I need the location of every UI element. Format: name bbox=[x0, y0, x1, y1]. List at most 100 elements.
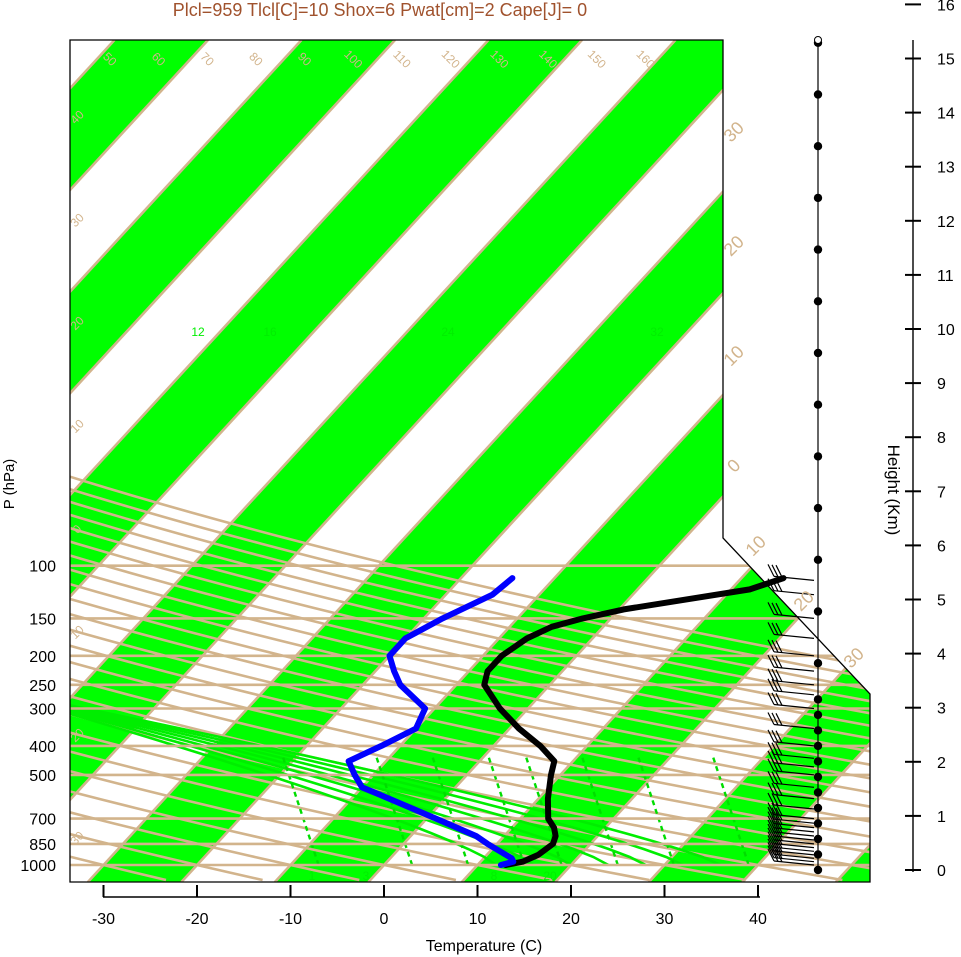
height-tick-label: 10 bbox=[937, 322, 955, 339]
wind-barb-tick bbox=[775, 793, 783, 807]
wind-barb-tick bbox=[775, 783, 783, 796]
height-dot-open bbox=[814, 36, 822, 44]
wind-barb-tick bbox=[771, 793, 779, 806]
height-tick-label: 1 bbox=[937, 809, 946, 826]
height-dot bbox=[813, 726, 823, 735]
wind-barb-tick bbox=[775, 807, 783, 821]
wind-barb-tick bbox=[775, 564, 783, 578]
moist-adiabat-line bbox=[70, 687, 610, 867]
height-tick-label: 16 bbox=[937, 0, 955, 14]
wind-barb bbox=[767, 819, 815, 837]
y-axis-title: P (hPa) bbox=[1, 459, 18, 510]
wind-barb-tick bbox=[767, 622, 775, 635]
wind-barb-tick bbox=[767, 654, 775, 668]
height-dot bbox=[813, 659, 823, 668]
chart-title: Plcl=959 Tlcl[C]=10 Shox=6 Pwat[cm]=2 Ca… bbox=[173, 0, 587, 20]
wind-barb-tick bbox=[771, 655, 779, 668]
wind-barb-tick bbox=[767, 678, 775, 692]
height-tick-label: 11 bbox=[937, 268, 954, 285]
height-tick-label: 15 bbox=[937, 52, 955, 69]
isotherm-line bbox=[70, 40, 209, 882]
wind-barb-tick bbox=[775, 622, 783, 636]
wind-barb-staff bbox=[773, 680, 815, 686]
wind-barb-staff bbox=[773, 804, 815, 810]
pressure-tick-label: 400 bbox=[29, 739, 56, 756]
mixing-ratio-line bbox=[636, 754, 675, 866]
wind-barb-tick bbox=[767, 758, 775, 772]
wind-barb-staff bbox=[773, 770, 815, 776]
dry-adiabat-label: 70 bbox=[198, 49, 218, 69]
height-dot bbox=[813, 503, 823, 513]
wind-barb-staff bbox=[773, 857, 815, 863]
height-dot bbox=[813, 90, 823, 99]
temperature-band bbox=[70, 40, 582, 882]
height-dot bbox=[813, 819, 823, 828]
pressure-tick-label: 500 bbox=[29, 768, 56, 785]
moist-adiabat-line bbox=[70, 687, 572, 867]
wind-barb-staff bbox=[773, 839, 815, 845]
wind-barb-staff bbox=[773, 782, 815, 788]
moist-adiabat-line bbox=[70, 687, 497, 867]
pressure-tick-label: 850 bbox=[29, 837, 56, 854]
wind-barb-tick bbox=[771, 807, 779, 820]
plot-area: 50 60 70 80 90 100 110 120 130 140 150 160403020100… bbox=[70, 40, 870, 883]
wind-barb-tick bbox=[775, 693, 783, 706]
wind-barb-staff bbox=[773, 831, 815, 837]
isotherm-line bbox=[70, 40, 490, 882]
dry-adiabat-label: 110 bbox=[390, 47, 414, 71]
wind-barb-staff bbox=[773, 814, 815, 820]
wind-barb bbox=[767, 806, 815, 824]
temperature-band bbox=[70, 40, 769, 882]
wind-barb bbox=[767, 771, 815, 788]
moist-adiabat-label: 16 bbox=[263, 325, 277, 339]
wind-barb-staff bbox=[773, 794, 815, 800]
mixing-ratio-lines bbox=[281, 754, 750, 866]
x-axis: -30 -20 -10 0 10 20 30 40 bbox=[92, 885, 767, 928]
height-tick-label: 5 bbox=[937, 593, 946, 610]
profile-layer bbox=[345, 575, 787, 868]
height-dot bbox=[813, 772, 823, 782]
mixing-ratio-line bbox=[430, 754, 470, 866]
dry-adiabat-line bbox=[70, 40, 870, 882]
wind-barb-tick bbox=[767, 712, 775, 725]
height-dot bbox=[813, 803, 823, 813]
wind-barb-tick bbox=[775, 579, 783, 592]
wind-barb-staff bbox=[773, 762, 815, 768]
wind-barb-tick bbox=[771, 564, 779, 578]
wind-barb bbox=[767, 742, 815, 759]
wind-barb-staff bbox=[773, 613, 815, 619]
moist-adiabat-line bbox=[70, 687, 722, 867]
height-dot bbox=[813, 193, 823, 203]
wind-barb-tick bbox=[775, 730, 783, 743]
x-tick-label: -30 bbox=[92, 911, 115, 928]
wind-barb-tick bbox=[767, 564, 775, 577]
x-tick-label: -20 bbox=[185, 911, 208, 928]
dewpoint-profile bbox=[345, 575, 517, 868]
isotherm-label: 20 bbox=[720, 232, 748, 260]
mixing-ratio-label: 8 bbox=[491, 869, 498, 883]
isotherm-label: 30 bbox=[840, 644, 868, 672]
wind-barb-staff bbox=[773, 575, 815, 581]
mixing-ratio-line bbox=[711, 754, 750, 866]
wind-barb-staff bbox=[773, 633, 815, 639]
wind-barb bbox=[767, 578, 815, 596]
wind-barb-tick bbox=[771, 622, 779, 636]
height-tick-label: 13 bbox=[937, 160, 955, 177]
dry-adiabat-line bbox=[70, 40, 870, 882]
wind-barb-staff bbox=[773, 827, 815, 833]
wind-barb-tick bbox=[775, 771, 783, 785]
pressure-axis: 100 150 200 250 300 400 500 700 850 1000 bbox=[20, 559, 56, 875]
isotherm-line bbox=[70, 40, 677, 882]
wind-profile bbox=[767, 36, 823, 875]
wind-barb bbox=[767, 712, 815, 730]
wind-barb bbox=[767, 815, 815, 833]
mixing-ratio-label: 20 bbox=[543, 869, 557, 883]
wind-barb-tick bbox=[771, 712, 779, 726]
mixing-ratio-line bbox=[580, 754, 619, 866]
wind-barb-tick bbox=[771, 578, 779, 592]
mixing-ratio-line bbox=[524, 754, 563, 866]
temperature-profile bbox=[481, 575, 787, 868]
x-axis-title: Temperature (C) bbox=[426, 938, 542, 955]
wind-barb bbox=[767, 639, 815, 657]
